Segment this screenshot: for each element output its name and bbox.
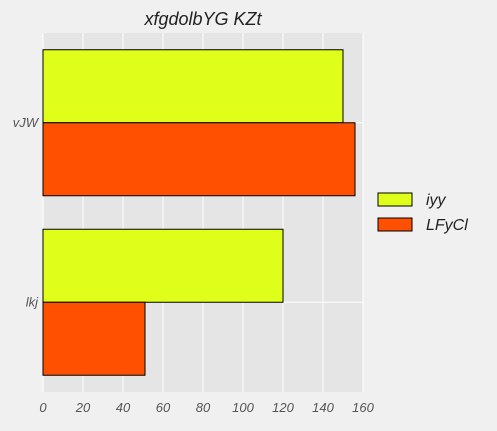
- bar-LFyCl-vJW: [42, 122, 356, 197]
- x-tick-label: 160: [352, 400, 374, 415]
- legend: iyy LFyCl: [377, 192, 468, 234]
- x-tick-label: 40: [116, 400, 131, 415]
- bar-iyy-vJW: [42, 49, 344, 124]
- bar-iyy-lkj: [42, 228, 284, 303]
- x-tick-labels: 0 20 40 60 80 100 120 140 160: [39, 400, 374, 415]
- x-tick-label: 60: [156, 400, 171, 415]
- x-tick-label: 100: [232, 400, 254, 415]
- x-tick-label: 120: [272, 400, 294, 415]
- chart-title: xfgdolbYG KZt: [143, 9, 262, 29]
- legend-swatch-LFyCl: [377, 217, 413, 232]
- x-tick-label: 140: [312, 400, 334, 415]
- y-tick-label: lkj: [26, 294, 39, 309]
- legend-swatch-iyy: [377, 192, 413, 207]
- x-tick-label: 80: [196, 400, 211, 415]
- y-tick-labels: vJW lkj: [13, 115, 40, 310]
- bars: [42, 49, 356, 376]
- legend-label-iyy: iyy: [426, 192, 447, 209]
- legend-label-LFyCl: LFyCl: [426, 217, 468, 234]
- bar-LFyCl-lkj: [42, 301, 146, 376]
- x-tick-label: 20: [75, 400, 91, 415]
- x-tick-label: 0: [39, 400, 47, 415]
- y-tick-label: vJW: [13, 115, 40, 130]
